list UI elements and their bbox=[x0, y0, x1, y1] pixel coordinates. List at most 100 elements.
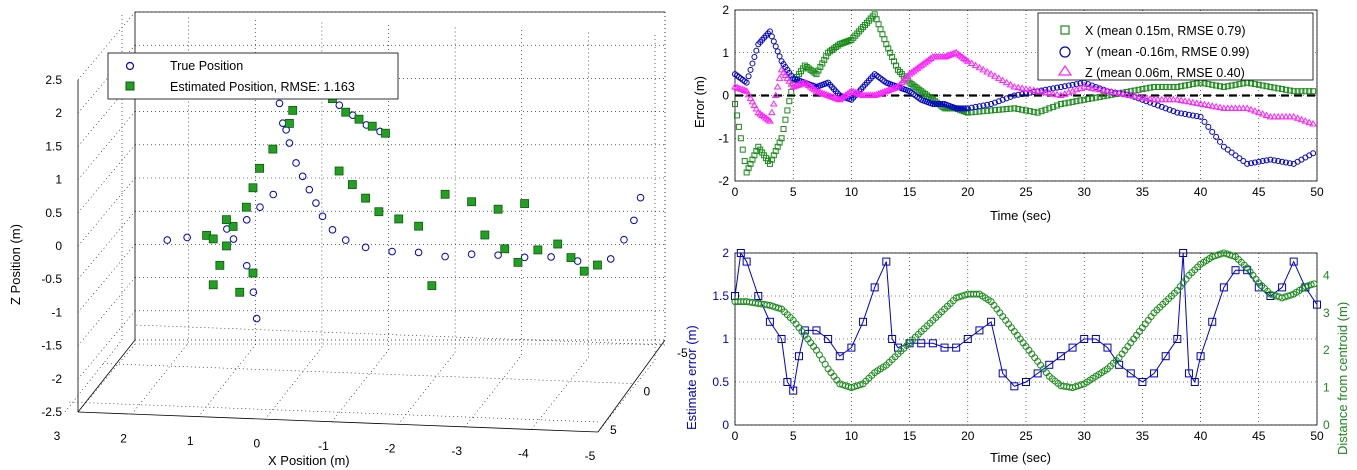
xaxis-tick-label: -1 bbox=[318, 439, 329, 453]
true-position-point bbox=[242, 261, 251, 270]
y-error-point bbox=[1213, 133, 1220, 140]
z-error-point bbox=[736, 85, 745, 92]
z-error-point bbox=[1130, 92, 1139, 99]
z-error-point bbox=[1212, 102, 1221, 110]
estimated-position-point bbox=[248, 183, 258, 193]
estimated-position-point bbox=[553, 239, 563, 249]
z-error-point bbox=[831, 94, 840, 101]
estimate-error-point bbox=[1208, 317, 1217, 326]
estimate-error-point bbox=[1219, 283, 1228, 292]
distance-from-centroid-point bbox=[775, 304, 783, 312]
x-error-point bbox=[1042, 106, 1049, 113]
true-position-point bbox=[547, 253, 555, 261]
y-error-point bbox=[776, 53, 783, 60]
grid-line bbox=[77, 111, 136, 180]
z-error-point bbox=[775, 74, 784, 81]
estimated-position-point bbox=[215, 260, 225, 270]
z-error-point bbox=[740, 86, 749, 94]
estimate-error-point bbox=[1033, 369, 1042, 378]
z-error-point bbox=[1301, 117, 1310, 124]
estimate-error-point bbox=[789, 386, 798, 395]
z-error-point bbox=[1049, 90, 1058, 97]
true-position-point bbox=[441, 252, 449, 261]
plot-3d-points bbox=[163, 67, 645, 323]
distance-from-centroid-point bbox=[856, 381, 864, 389]
y-error-point bbox=[1158, 103, 1165, 110]
xaxis-tick-label: 20 bbox=[961, 185, 975, 199]
z-error-point bbox=[781, 71, 790, 79]
x-error-point bbox=[1139, 86, 1146, 93]
estimated-position-point bbox=[374, 207, 384, 217]
estimated-position-point bbox=[381, 128, 390, 138]
x-error-point bbox=[735, 123, 742, 130]
z-error-point bbox=[830, 93, 838, 101]
x-error-point bbox=[747, 160, 754, 167]
x-error-point bbox=[770, 152, 777, 159]
z-error-point bbox=[766, 117, 774, 124]
y-error-point bbox=[1061, 83, 1068, 90]
zaxis-tick-label: -0.5 bbox=[41, 272, 62, 286]
true-position-point bbox=[414, 248, 423, 257]
xaxis-tick-label: 35 bbox=[1136, 429, 1150, 443]
z-error-point bbox=[971, 61, 980, 69]
estimate-error-point bbox=[975, 326, 984, 335]
plot-error: 0 5 10 15 20 25 30 35 40 45 50 -2 -1 0 1 2 Time (sec) E… bbox=[692, 3, 1324, 223]
estimated-position-point bbox=[341, 107, 351, 117]
y-error-point bbox=[1007, 93, 1014, 100]
xaxis-tick-label: 50 bbox=[1310, 185, 1324, 199]
z-error-point bbox=[1018, 84, 1027, 91]
x-error-point bbox=[733, 112, 740, 119]
z-error-point bbox=[1025, 85, 1034, 93]
z-error-point bbox=[1169, 95, 1178, 103]
zaxis-tick-label: -2 bbox=[51, 372, 62, 386]
x-error-point bbox=[1158, 83, 1165, 90]
y-error-point bbox=[1065, 82, 1072, 89]
z-error-point bbox=[783, 74, 792, 81]
yaxis-tick-label: 1 bbox=[722, 332, 729, 346]
true-position-point bbox=[252, 314, 261, 323]
xaxis-tick-label: 20 bbox=[961, 429, 975, 443]
z-error-point bbox=[1041, 88, 1050, 96]
z-error-point bbox=[987, 70, 995, 77]
z-error-point bbox=[771, 91, 780, 98]
estimate-error-point bbox=[1010, 382, 1019, 391]
zaxis-tick-label: 0.5 bbox=[45, 206, 62, 220]
x-error-point bbox=[741, 158, 748, 165]
x-error-point bbox=[1100, 93, 1107, 100]
x-error-point bbox=[1275, 85, 1282, 92]
xaxis-tick-label: 10 bbox=[845, 429, 859, 443]
yaxis-tick-label: 1 bbox=[722, 46, 729, 60]
xaxis-tick-label: 25 bbox=[1019, 429, 1033, 443]
estimate-error-point bbox=[1022, 378, 1030, 386]
y-error-point bbox=[1178, 110, 1185, 117]
z-error-point bbox=[1084, 83, 1092, 91]
distance-from-centroid-point bbox=[1077, 381, 1085, 389]
z-error-point bbox=[847, 87, 856, 94]
y-error-point bbox=[1042, 86, 1049, 93]
x-error-point bbox=[1193, 80, 1200, 87]
grid-line bbox=[67, 401, 599, 423]
estimate-error-point bbox=[859, 317, 868, 326]
y-error-point bbox=[1248, 160, 1255, 167]
x-error-point bbox=[1026, 108, 1033, 115]
z-error-point bbox=[748, 97, 757, 105]
true-position-point bbox=[341, 236, 350, 244]
x-error-point bbox=[984, 107, 991, 114]
estimate-error-point bbox=[742, 257, 751, 266]
estimated-position-point bbox=[222, 215, 231, 225]
estimated-position-point bbox=[208, 280, 218, 290]
y-error-point bbox=[968, 104, 975, 111]
estimate-error-point bbox=[1091, 335, 1100, 343]
z-error-point bbox=[1231, 104, 1240, 111]
z-error-point bbox=[1247, 105, 1255, 113]
xaxis-tick-label: 0 bbox=[732, 429, 739, 443]
y-error-point bbox=[988, 101, 995, 108]
grid-line bbox=[331, 349, 389, 423]
estimate-error-point bbox=[795, 352, 804, 361]
z-error-point bbox=[1282, 112, 1290, 120]
xaxis-tick-label: 15 bbox=[903, 185, 917, 199]
x-error-point bbox=[1061, 100, 1068, 107]
estimate-error-point bbox=[1173, 335, 1182, 343]
grid-line bbox=[77, 277, 136, 346]
grid-line bbox=[134, 324, 666, 346]
